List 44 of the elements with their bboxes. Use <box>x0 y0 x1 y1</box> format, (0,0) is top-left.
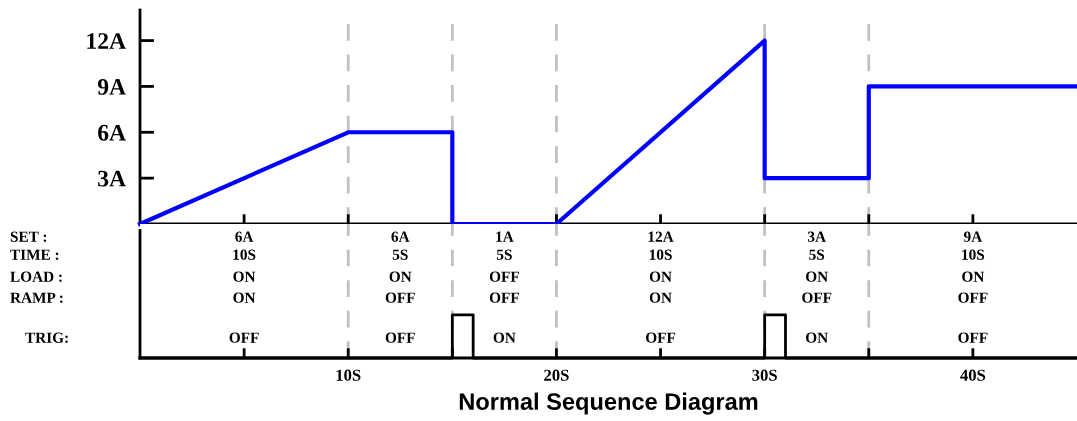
y-tick-label: 6A <box>98 124 126 141</box>
annotation: OFF <box>958 332 988 343</box>
text: TIME : <box>10 249 59 260</box>
x-tick-label: 30S <box>752 369 777 381</box>
annotation: OFF <box>385 332 415 343</box>
text: OFF <box>489 292 519 303</box>
text: ON <box>962 271 985 282</box>
text: 10S <box>233 249 256 260</box>
text: 12A <box>648 231 674 242</box>
text: 9A <box>963 231 983 242</box>
text: ON <box>649 271 672 282</box>
text: SET : <box>10 231 47 242</box>
text: 10S <box>649 249 672 260</box>
x-tick-label: 20S <box>544 369 569 381</box>
text: LOAD : <box>10 271 62 282</box>
y-tick-label: 3A <box>98 170 126 187</box>
text: 1A <box>496 231 514 242</box>
text: RAMP : <box>10 292 63 303</box>
annotation: OFF <box>229 332 259 343</box>
text: OFF <box>385 292 415 303</box>
text: TRIG: <box>25 332 68 343</box>
text: 5S <box>809 249 825 260</box>
x-axis-title: Normal Sequence Diagram <box>459 392 758 415</box>
y-tick-label: 12A <box>87 33 126 49</box>
text: OFF <box>802 292 832 303</box>
text: 5S <box>496 249 512 260</box>
x-tick-label: 10S <box>336 369 361 381</box>
text: 6A <box>391 231 410 242</box>
y-tick-label: 9A <box>97 78 126 95</box>
text: ON <box>233 292 256 303</box>
text: ON <box>649 292 672 303</box>
x-tick-label: 40S <box>960 369 986 381</box>
text: 6A <box>235 231 254 242</box>
annotation: ON <box>493 332 516 343</box>
text: 10S <box>962 249 985 260</box>
text: 3A <box>807 231 826 242</box>
text: 5S <box>392 249 408 260</box>
annotation: OFF <box>646 332 676 343</box>
annotation: ON <box>806 332 828 343</box>
text: ON <box>233 271 256 282</box>
text: OFF <box>958 292 988 303</box>
text: OFF <box>489 271 519 282</box>
text: ON <box>389 271 412 282</box>
text: ON <box>806 271 828 282</box>
